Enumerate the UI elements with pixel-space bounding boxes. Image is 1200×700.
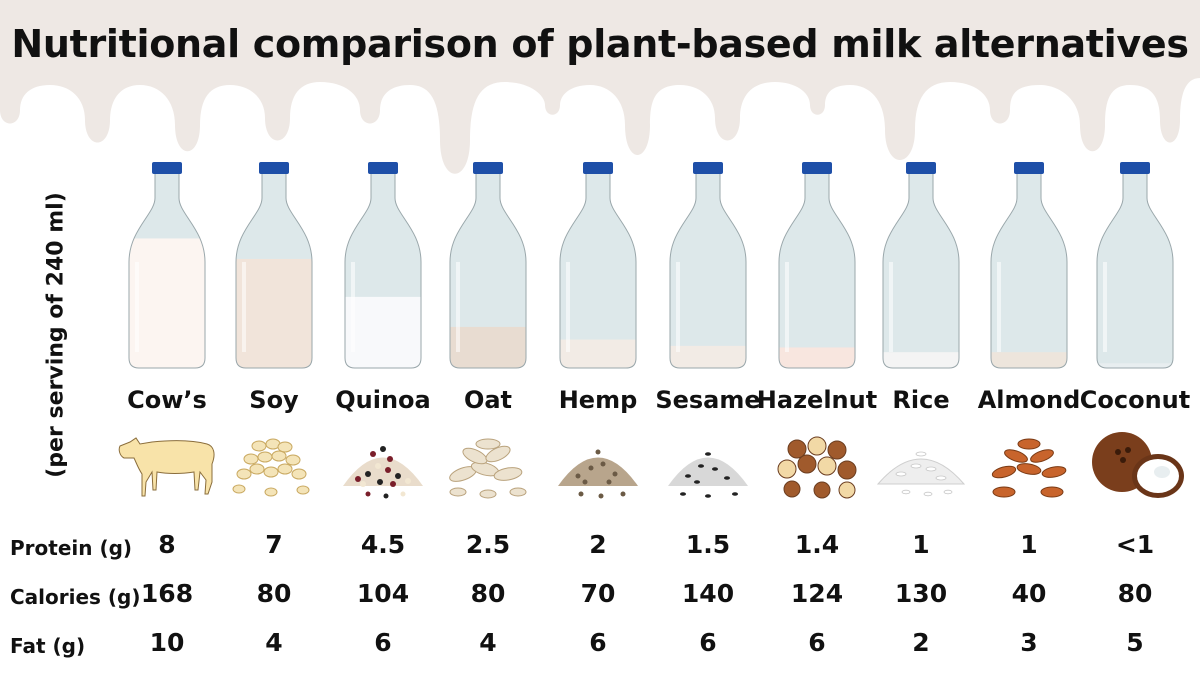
bottle-cap <box>693 162 723 174</box>
almonds-icon <box>991 438 1067 498</box>
milk-bottle <box>449 162 527 369</box>
bottle-cap <box>368 162 398 174</box>
milk-name: Quinoa <box>335 386 431 414</box>
row-label-calories: Calories (g) <box>10 585 141 609</box>
milk-name: Cow’s <box>127 386 207 414</box>
serving-note: (per serving of 240 ml) <box>43 192 69 478</box>
milk-fill <box>450 326 526 368</box>
calories-value: 70 <box>580 579 616 608</box>
milk-name: Sesame <box>655 386 761 414</box>
fat-value: 4 <box>479 628 497 657</box>
protein-value: 4.5 <box>360 530 406 559</box>
milk-fill <box>991 352 1067 368</box>
protein-value: 2.5 <box>465 530 511 559</box>
page-title: Nutritional comparison of plant-based mi… <box>11 22 1189 66</box>
milk-name: Rice <box>892 386 950 414</box>
protein-value: <1 <box>1115 530 1155 559</box>
milk-fill <box>129 238 205 368</box>
oat-flakes-icon <box>449 438 527 499</box>
calories-value: 168 <box>140 579 194 608</box>
fat-value: 3 <box>1020 628 1038 657</box>
bottle-glass <box>560 172 636 368</box>
milk-name: Almond <box>977 386 1081 414</box>
calories-value: 104 <box>356 579 410 608</box>
bottle-cap <box>583 162 613 174</box>
milk-bottle <box>778 162 856 369</box>
milk-fill <box>883 352 959 368</box>
bottle-cap <box>802 162 832 174</box>
bottle-cap <box>152 162 182 174</box>
milk-splash-background <box>0 0 1200 174</box>
bottle-cap <box>473 162 503 174</box>
protein-value: 8 <box>158 530 176 559</box>
milk-bottle <box>344 162 422 369</box>
coconut-icon <box>1092 432 1184 498</box>
protein-value: 2 <box>589 530 607 559</box>
milk-bottle <box>990 162 1068 369</box>
hazelnuts-icon <box>777 436 857 499</box>
sesame-seeds-icon <box>668 452 748 498</box>
fat-value: 5 <box>1126 628 1144 657</box>
calories-value: 130 <box>894 579 948 608</box>
milk-name: Coconut <box>1079 386 1191 414</box>
milk-fill <box>345 296 421 368</box>
protein-value: 1.4 <box>794 530 840 559</box>
soybeans-icon <box>232 438 310 497</box>
bottle-glass <box>1097 172 1173 368</box>
bottle-cap <box>1120 162 1150 174</box>
milk-fill <box>779 347 855 368</box>
bottle-cap <box>259 162 289 174</box>
fat-value: 2 <box>912 628 930 657</box>
protein-value: 1.5 <box>685 530 731 559</box>
calories-value: 80 <box>1117 579 1153 608</box>
bottle-glass <box>991 172 1067 368</box>
calories-value: 80 <box>470 579 506 608</box>
milk-bottle <box>559 162 637 369</box>
calories-value: 140 <box>681 579 735 608</box>
bottle-cap <box>1014 162 1044 174</box>
milk-bottle <box>235 162 313 369</box>
milk-name: Hazelnut <box>756 386 878 414</box>
protein-value: 1 <box>912 530 930 559</box>
milk-fill <box>560 339 636 368</box>
fat-value: 4 <box>265 628 283 657</box>
bottle-glass <box>779 172 855 368</box>
milk-name: Soy <box>249 386 299 414</box>
row-label-fat: Fat (g) <box>10 634 86 658</box>
protein-value: 1 <box>1020 530 1038 559</box>
milk-fill <box>1097 363 1173 368</box>
bottle-glass <box>670 172 746 368</box>
bottle-glass <box>450 172 526 368</box>
fat-value: 10 <box>149 628 185 657</box>
milk-name: Hemp <box>558 386 638 414</box>
fat-value: 6 <box>374 628 392 657</box>
cow-icon <box>118 437 215 497</box>
bottle-glass <box>883 172 959 368</box>
milk-fill <box>670 345 746 368</box>
protein-value: 7 <box>265 530 283 559</box>
milk-bottle <box>128 162 206 369</box>
hemp-seeds-icon <box>558 449 638 499</box>
milk-bottle <box>882 162 960 369</box>
milk-bottle <box>669 162 747 369</box>
calories-value: 124 <box>790 579 844 608</box>
milk-name: Oat <box>463 386 513 414</box>
calories-value: 80 <box>256 579 292 608</box>
quinoa-seeds-icon <box>343 446 423 499</box>
milk-fill <box>236 258 312 368</box>
fat-value: 6 <box>589 628 607 657</box>
milk-bottle <box>1096 162 1174 369</box>
rice-grains-icon <box>876 451 966 497</box>
fat-value: 6 <box>808 628 826 657</box>
fat-value: 6 <box>699 628 717 657</box>
row-label-protein: Protein (g) <box>10 536 133 560</box>
bottle-cap <box>906 162 936 174</box>
calories-value: 40 <box>1011 579 1047 608</box>
